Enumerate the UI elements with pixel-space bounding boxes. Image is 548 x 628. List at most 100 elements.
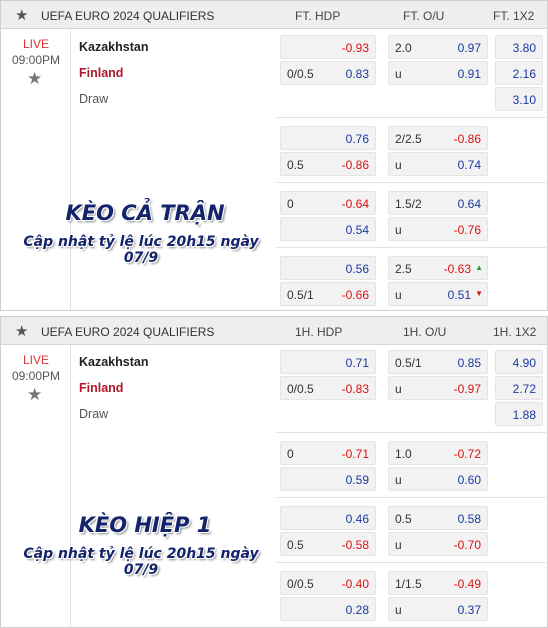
1x2-draw-odds[interactable]: 3.10 [495, 87, 543, 111]
hdp-away-odds[interactable]: 0.5 -0.58 [280, 532, 376, 556]
ou-under-odds[interactable]: u 0.74 [388, 152, 488, 176]
hdp-line: 0.5 [287, 538, 304, 552]
odds-value: 0.71 [345, 356, 369, 370]
odds-value: 0.58 [457, 512, 481, 526]
ou-over-odds[interactable]: 1.5/2 0.64 [388, 191, 488, 215]
hdp-home-odds[interactable]: 0 -0.64 [280, 191, 376, 215]
hdp-line: 0/0.5 [287, 382, 314, 396]
column-header-ou: FT. O/U [403, 9, 445, 23]
column-header-hdp: 1H. HDP [295, 325, 343, 339]
hdp-home-odds[interactable]: 0.76 [280, 126, 376, 150]
hdp-away-odds[interactable]: 0.5/1 -0.66 [280, 282, 376, 306]
ou-under-label: u [395, 67, 402, 81]
ou-under-label: u [395, 288, 402, 302]
triangle-down-icon: ▼ [475, 289, 483, 298]
1x2-home-odds[interactable]: 3.80 [495, 35, 543, 59]
ou-over-odds[interactable]: 2/2.5 -0.86 [388, 126, 488, 150]
odds-value: 0.76 [345, 132, 369, 146]
ou-under-odds[interactable]: u 0.37 [388, 597, 488, 621]
odds-value: -0.76 [453, 223, 481, 237]
odds-value: 0.97 [457, 41, 481, 55]
hdp-away-odds[interactable]: 0.59 [280, 467, 376, 491]
hdp-away-odds[interactable]: 0/0.5 -0.83 [280, 376, 376, 400]
odds-value: 0.54 [345, 223, 369, 237]
ou-under-odds[interactable]: u 0.91 [388, 61, 488, 85]
ou-under-label: u [395, 158, 402, 172]
hdp-home-odds[interactable]: 0.56 [280, 256, 376, 280]
hdp-home-odds[interactable]: 0 -0.71 [280, 441, 376, 465]
overlay-title: KÈO CẢ TRẬN [65, 201, 225, 225]
odds-value: -0.49 [453, 577, 481, 591]
ou-over-odds[interactable]: 2.5 -0.63 ▲ [388, 256, 488, 280]
column-header-ou: 1H. O/U [403, 325, 447, 339]
ou-over-odds[interactable]: 1.0 -0.72 [388, 441, 488, 465]
ou-under-odds[interactable]: u 0.60 [388, 467, 488, 491]
ou-under-odds[interactable]: u 0.51 ▼ [388, 282, 488, 306]
ou-under-odds[interactable]: u -0.70 [388, 532, 488, 556]
hdp-line: 0/0.5 [287, 577, 314, 591]
hdp-away-odds[interactable]: 0/0.5 0.83 [280, 61, 376, 85]
hdp-home-odds[interactable]: 0.71 [280, 350, 376, 374]
hdp-home-odds[interactable]: 0/0.5 -0.40 [280, 571, 376, 595]
1x2-home-odds[interactable]: 4.90 [495, 350, 543, 374]
odds-value: 2.72 [512, 382, 536, 396]
star-icon[interactable]: ★ [27, 69, 43, 88]
hdp-home-odds[interactable]: -0.93 [280, 35, 376, 59]
1x2-away-odds[interactable]: 2.16 [495, 61, 543, 85]
match-time: 09:00PM [11, 53, 61, 67]
star-icon[interactable]: ★ [15, 323, 29, 340]
star-icon[interactable]: ★ [27, 385, 43, 404]
ou-line: 2/2.5 [395, 132, 422, 146]
odds-value: -0.86 [453, 132, 481, 146]
column-header-1x2: FT. 1X2 [493, 9, 535, 23]
draw-label: Draw [79, 92, 109, 106]
odds-panel-fulltime: ★ UEFA EURO 2024 QUALIFIERS FT. HDP FT. … [0, 0, 548, 311]
1x2-away-odds[interactable]: 2.72 [495, 376, 543, 400]
overlay-subtitle: Cập nhật tỷ lệ lúc 20h15 ngày 07/9 [23, 234, 259, 266]
hdp-line: 0 [287, 447, 294, 461]
odds-panel-firsthalf: ★ UEFA EURO 2024 QUALIFIERS 1H. HDP 1H. … [0, 316, 548, 628]
hdp-away-odds[interactable]: 0.5 -0.86 [280, 152, 376, 176]
ou-under-odds[interactable]: u -0.76 [388, 217, 488, 241]
ou-line: 0.5/1 [395, 356, 422, 370]
odds-value: -0.72 [453, 447, 481, 461]
ou-line: 1.0 [395, 447, 412, 461]
home-team: Kazakhstan [79, 355, 149, 369]
odds-value: 3.80 [512, 41, 536, 55]
odds-value: -0.71 [341, 447, 369, 461]
ou-line: 1/1.5 [395, 577, 422, 591]
odds-value: -0.97 [453, 382, 481, 396]
odds-value: 0.51 [447, 288, 471, 302]
odds-value: 4.90 [512, 356, 536, 370]
hdp-home-odds[interactable]: 0.46 [280, 506, 376, 530]
odds-value: -0.63 [443, 262, 471, 276]
home-team: Kazakhstan [79, 40, 149, 54]
triangle-up-icon: ▲ [475, 263, 483, 272]
ou-line: 2.5 [395, 262, 412, 276]
hdp-line: 0 [287, 197, 294, 211]
ou-over-odds[interactable]: 1/1.5 -0.49 [388, 571, 488, 595]
live-status: LIVE [22, 353, 49, 367]
odds-value: 0.85 [457, 356, 481, 370]
hdp-line: 0.5/1 [287, 288, 314, 302]
panel-header: ★ UEFA EURO 2024 QUALIFIERS FT. HDP FT. … [1, 1, 547, 29]
1x2-draw-odds[interactable]: 1.88 [495, 402, 543, 426]
ou-over-odds[interactable]: 0.5 0.58 [388, 506, 488, 530]
ou-under-label: u [395, 223, 402, 237]
ou-over-odds[interactable]: 2.0 0.97 [388, 35, 488, 59]
ou-under-odds[interactable]: u -0.97 [388, 376, 488, 400]
draw-label: Draw [79, 407, 109, 421]
league-name[interactable]: UEFA EURO 2024 QUALIFIERS [41, 325, 215, 339]
league-name[interactable]: UEFA EURO 2024 QUALIFIERS [41, 9, 215, 23]
odds-value: 0.28 [345, 603, 369, 617]
odds-value: 0.64 [457, 197, 481, 211]
hdp-away-odds[interactable]: 0.54 [280, 217, 376, 241]
live-status: LIVE [22, 37, 49, 51]
ou-over-odds[interactable]: 0.5/1 0.85 [388, 350, 488, 374]
column-header-1x2: 1H. 1X2 [493, 325, 537, 339]
panel-header: ★ UEFA EURO 2024 QUALIFIERS 1H. HDP 1H. … [1, 317, 547, 345]
odds-value: 0.46 [345, 512, 369, 526]
hdp-away-odds[interactable]: 0.28 [280, 597, 376, 621]
star-icon[interactable]: ★ [15, 7, 29, 24]
odds-value: -0.64 [341, 197, 369, 211]
